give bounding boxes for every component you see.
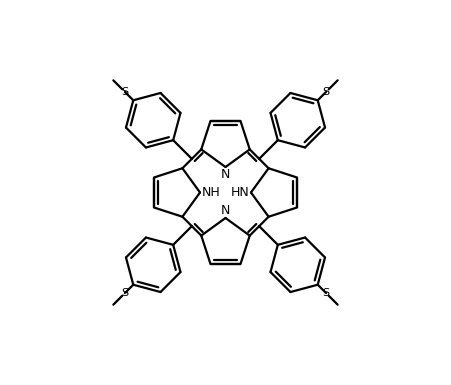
Text: S: S xyxy=(322,87,330,97)
Text: NH: NH xyxy=(202,186,221,199)
Text: S: S xyxy=(121,288,129,298)
Text: S: S xyxy=(121,87,129,97)
Text: HN: HN xyxy=(230,186,249,199)
Text: N: N xyxy=(221,168,230,181)
Text: N: N xyxy=(221,204,230,217)
Text: S: S xyxy=(322,288,330,298)
